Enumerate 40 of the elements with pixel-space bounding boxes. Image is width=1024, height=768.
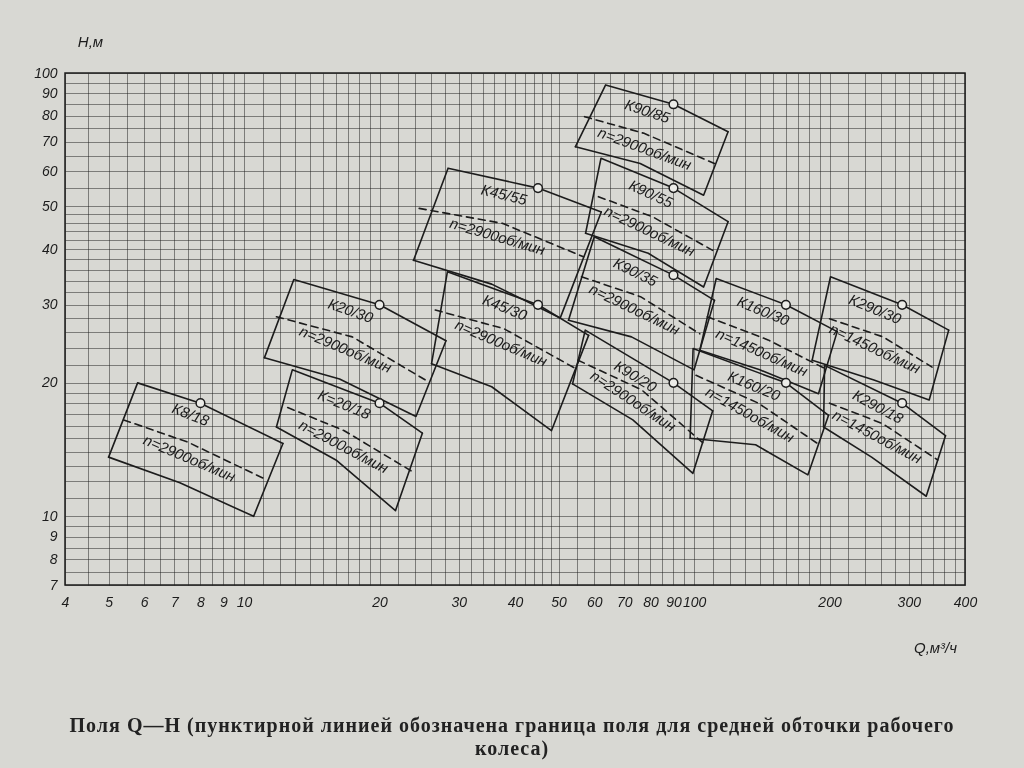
y-tick-label: 40 (41, 240, 58, 257)
x-tick-label: 100 (682, 593, 707, 610)
x-tick-label: 60 (586, 593, 603, 610)
text: К45/30 (480, 290, 531, 324)
x-tick-label: 300 (897, 593, 922, 610)
y-tick-label: 90 (41, 84, 58, 101)
y-tick-label: 30 (41, 296, 58, 313)
x-tick-label: 90 (666, 593, 682, 610)
y-tick-label: 50 (41, 197, 58, 214)
y-tick-label: 70 (41, 133, 58, 150)
x-tick-label: 20 (371, 593, 389, 610)
y-tick-label: 8 (49, 550, 58, 567)
text: К8/18 (169, 399, 213, 430)
y-tick-label: 80 (41, 107, 58, 124)
x-tick-label: 70 (617, 593, 633, 610)
y-tick-label: 9 (49, 528, 58, 545)
y-tick-label: 10 (41, 507, 58, 524)
x-tick-label: 80 (643, 593, 659, 610)
text: К20/30 (326, 294, 377, 327)
y-tick-label: 100 (34, 64, 58, 81)
x-tick-label: 7 (170, 593, 180, 610)
x-tick-label: 200 (817, 593, 842, 610)
x-tick-label: 5 (105, 593, 114, 610)
x-tick-label: 4 (61, 593, 70, 610)
x-tick-label: 8 (197, 593, 206, 610)
text: К90/85 (622, 95, 673, 127)
x-tick-label: 400 (953, 593, 978, 610)
y-axis-title: H,м (77, 32, 104, 50)
x-tick-label: 9 (220, 593, 229, 610)
x-tick-label: 30 (451, 593, 468, 610)
y-tick-label: 20 (40, 374, 58, 391)
x-axis-title: Q,м³/ч (913, 638, 958, 656)
x-tick-label: 6 (140, 593, 149, 610)
y-tick-label: 60 (41, 162, 58, 179)
x-tick-label: 10 (236, 593, 253, 610)
text: К45/55 (479, 180, 530, 209)
x-tick-label: 40 (507, 593, 524, 610)
text: Поля Q—H (пунктирной линией обозначена граница поля для средней обточки рабочего колеса) (68, 714, 956, 760)
x-tick-label: 50 (551, 593, 568, 610)
y-tick-label: 7 (49, 576, 59, 593)
